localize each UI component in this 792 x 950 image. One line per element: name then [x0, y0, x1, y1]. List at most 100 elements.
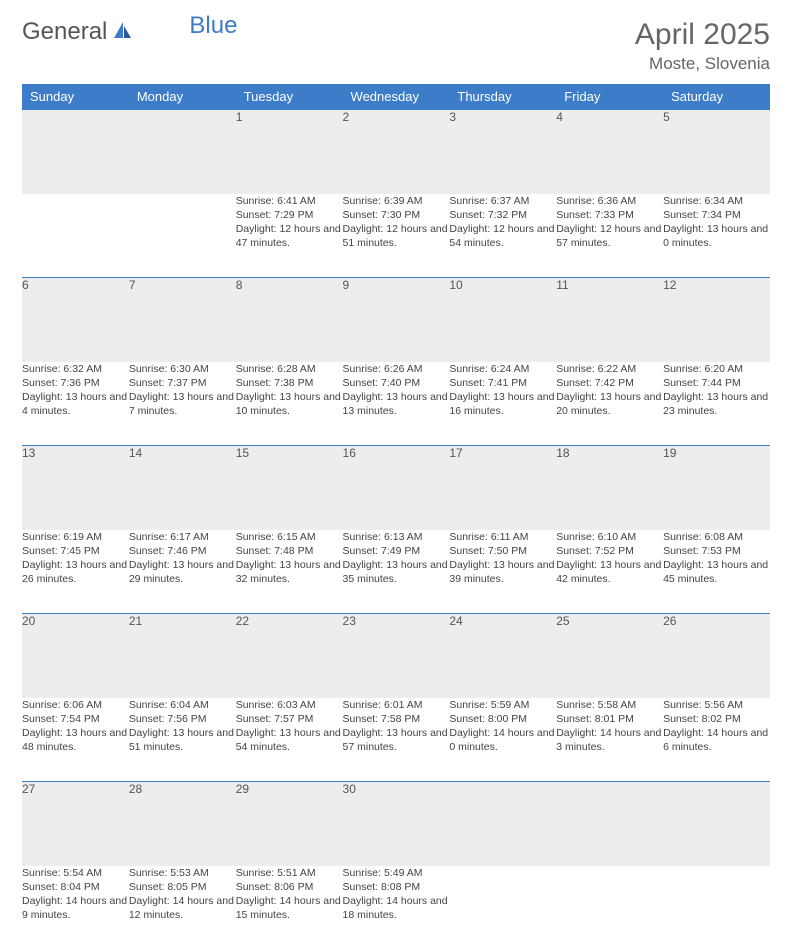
day-detail-cell: Sunrise: 6:39 AMSunset: 7:30 PMDaylight:…: [343, 194, 450, 278]
location-label: Moste, Slovenia: [635, 54, 770, 74]
sunrise-text: Sunrise: 5:58 AM: [556, 698, 663, 712]
sunset-text: Sunset: 7:45 PM: [22, 544, 129, 558]
sunrise-text: Sunrise: 6:20 AM: [663, 362, 770, 376]
day-detail-cell: Sunrise: 6:20 AMSunset: 7:44 PMDaylight:…: [663, 362, 770, 446]
daylight-text: Daylight: 13 hours and 42 minutes.: [556, 558, 663, 586]
day-detail-cell: Sunrise: 5:53 AMSunset: 8:05 PMDaylight:…: [129, 866, 236, 950]
sunrise-text: Sunrise: 6:36 AM: [556, 194, 663, 208]
day-number-cell: 30: [343, 782, 450, 866]
day-number-cell: 14: [129, 446, 236, 530]
day-header: Thursday: [449, 84, 556, 110]
day-detail-cell: [129, 194, 236, 278]
daylight-text: Daylight: 14 hours and 3 minutes.: [556, 726, 663, 754]
day-number-cell: 21: [129, 614, 236, 698]
daynum-row: 12345: [22, 110, 770, 194]
detail-row: Sunrise: 6:41 AMSunset: 7:29 PMDaylight:…: [22, 194, 770, 278]
day-detail-cell: Sunrise: 6:30 AMSunset: 7:37 PMDaylight:…: [129, 362, 236, 446]
day-number-cell: 29: [236, 782, 343, 866]
daylight-text: Daylight: 13 hours and 32 minutes.: [236, 558, 343, 586]
sunrise-text: Sunrise: 5:59 AM: [449, 698, 556, 712]
sunset-text: Sunset: 7:56 PM: [129, 712, 236, 726]
sunset-text: Sunset: 7:42 PM: [556, 376, 663, 390]
sunrise-text: Sunrise: 6:03 AM: [236, 698, 343, 712]
day-number-cell: 3: [449, 110, 556, 194]
day-number-cell: 1: [236, 110, 343, 194]
sunrise-text: Sunrise: 6:26 AM: [343, 362, 450, 376]
sunrise-text: Sunrise: 6:41 AM: [236, 194, 343, 208]
detail-row: Sunrise: 5:54 AMSunset: 8:04 PMDaylight:…: [22, 866, 770, 950]
day-number-cell: 2: [343, 110, 450, 194]
daylight-text: Daylight: 14 hours and 15 minutes.: [236, 894, 343, 922]
daylight-text: Daylight: 12 hours and 54 minutes.: [449, 222, 556, 250]
sunrise-text: Sunrise: 5:49 AM: [343, 866, 450, 880]
sunset-text: Sunset: 7:58 PM: [343, 712, 450, 726]
sunrise-text: Sunrise: 6:32 AM: [22, 362, 129, 376]
day-number-cell: 27: [22, 782, 129, 866]
sunrise-text: Sunrise: 6:11 AM: [449, 530, 556, 544]
day-header: Tuesday: [236, 84, 343, 110]
sunrise-text: Sunrise: 6:22 AM: [556, 362, 663, 376]
daylight-text: Daylight: 12 hours and 51 minutes.: [343, 222, 450, 250]
sunrise-text: Sunrise: 6:04 AM: [129, 698, 236, 712]
day-number-cell: [129, 110, 236, 194]
day-detail-cell: Sunrise: 6:10 AMSunset: 7:52 PMDaylight:…: [556, 530, 663, 614]
sunset-text: Sunset: 8:02 PM: [663, 712, 770, 726]
sunrise-text: Sunrise: 6:39 AM: [343, 194, 450, 208]
daylight-text: Daylight: 13 hours and 51 minutes.: [129, 726, 236, 754]
sunset-text: Sunset: 7:54 PM: [22, 712, 129, 726]
daylight-text: Daylight: 13 hours and 20 minutes.: [556, 390, 663, 418]
day-number-cell: 17: [449, 446, 556, 530]
day-number-cell: 25: [556, 614, 663, 698]
day-header-row: Sunday Monday Tuesday Wednesday Thursday…: [22, 84, 770, 110]
daylight-text: Daylight: 13 hours and 39 minutes.: [449, 558, 556, 586]
daynum-row: 27282930: [22, 782, 770, 866]
detail-row: Sunrise: 6:19 AMSunset: 7:45 PMDaylight:…: [22, 530, 770, 614]
daynum-row: 13141516171819: [22, 446, 770, 530]
sunrise-text: Sunrise: 6:34 AM: [663, 194, 770, 208]
day-header: Friday: [556, 84, 663, 110]
day-detail-cell: Sunrise: 5:56 AMSunset: 8:02 PMDaylight:…: [663, 698, 770, 782]
sunrise-text: Sunrise: 6:08 AM: [663, 530, 770, 544]
sunset-text: Sunset: 7:57 PM: [236, 712, 343, 726]
sunset-text: Sunset: 7:40 PM: [343, 376, 450, 390]
day-number-cell: 20: [22, 614, 129, 698]
daylight-text: Daylight: 14 hours and 12 minutes.: [129, 894, 236, 922]
day-detail-cell: Sunrise: 6:17 AMSunset: 7:46 PMDaylight:…: [129, 530, 236, 614]
sunset-text: Sunset: 7:36 PM: [22, 376, 129, 390]
calendar-table: Sunday Monday Tuesday Wednesday Thursday…: [22, 84, 770, 950]
daylight-text: Daylight: 13 hours and 48 minutes.: [22, 726, 129, 754]
day-detail-cell: Sunrise: 6:34 AMSunset: 7:34 PMDaylight:…: [663, 194, 770, 278]
day-number-cell: 22: [236, 614, 343, 698]
sunrise-text: Sunrise: 6:13 AM: [343, 530, 450, 544]
sunrise-text: Sunrise: 5:53 AM: [129, 866, 236, 880]
day-detail-cell: Sunrise: 6:19 AMSunset: 7:45 PMDaylight:…: [22, 530, 129, 614]
sunset-text: Sunset: 7:53 PM: [663, 544, 770, 558]
sunset-text: Sunset: 7:33 PM: [556, 208, 663, 222]
daylight-text: Daylight: 13 hours and 0 minutes.: [663, 222, 770, 250]
day-detail-cell: [663, 866, 770, 950]
daylight-text: Daylight: 14 hours and 6 minutes.: [663, 726, 770, 754]
day-number-cell: 12: [663, 278, 770, 362]
sunset-text: Sunset: 7:29 PM: [236, 208, 343, 222]
day-header: Wednesday: [343, 84, 450, 110]
sunset-text: Sunset: 8:05 PM: [129, 880, 236, 894]
sunset-text: Sunset: 8:01 PM: [556, 712, 663, 726]
sunset-text: Sunset: 8:04 PM: [22, 880, 129, 894]
sail-icon: [111, 19, 133, 46]
sunrise-text: Sunrise: 5:51 AM: [236, 866, 343, 880]
day-header: Monday: [129, 84, 236, 110]
day-number-cell: 24: [449, 614, 556, 698]
day-detail-cell: Sunrise: 5:49 AMSunset: 8:08 PMDaylight:…: [343, 866, 450, 950]
daylight-text: Daylight: 13 hours and 16 minutes.: [449, 390, 556, 418]
day-number-cell: 4: [556, 110, 663, 194]
day-detail-cell: Sunrise: 5:51 AMSunset: 8:06 PMDaylight:…: [236, 866, 343, 950]
daylight-text: Daylight: 13 hours and 4 minutes.: [22, 390, 129, 418]
sunset-text: Sunset: 7:32 PM: [449, 208, 556, 222]
sunrise-text: Sunrise: 6:10 AM: [556, 530, 663, 544]
detail-row: Sunrise: 6:06 AMSunset: 7:54 PMDaylight:…: [22, 698, 770, 782]
daylight-text: Daylight: 13 hours and 7 minutes.: [129, 390, 236, 418]
daylight-text: Daylight: 13 hours and 26 minutes.: [22, 558, 129, 586]
sunset-text: Sunset: 8:08 PM: [343, 880, 450, 894]
brand-logo: General Blue: [22, 18, 237, 46]
daylight-text: Daylight: 13 hours and 45 minutes.: [663, 558, 770, 586]
